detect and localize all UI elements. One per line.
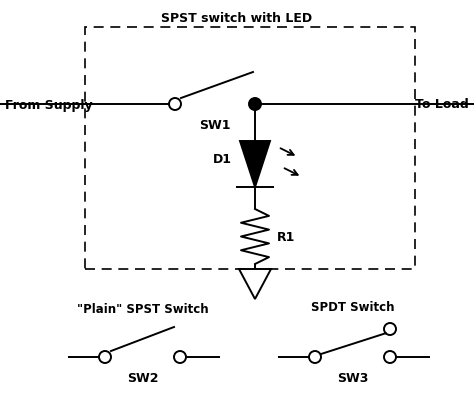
Circle shape	[250, 100, 260, 110]
Text: R1: R1	[277, 231, 295, 243]
Circle shape	[384, 351, 396, 363]
Text: SW1: SW1	[199, 119, 231, 132]
Circle shape	[249, 99, 261, 111]
Bar	[85, 28, 415, 269]
Text: D1: D1	[213, 153, 232, 166]
Text: SW3: SW3	[337, 371, 368, 384]
Circle shape	[169, 99, 181, 111]
Polygon shape	[240, 142, 270, 188]
Text: To Load: To Load	[415, 98, 469, 111]
Circle shape	[174, 351, 186, 363]
Text: From Supply: From Supply	[5, 98, 92, 111]
Circle shape	[309, 351, 321, 363]
Text: SPST switch with LED: SPST switch with LED	[162, 12, 312, 25]
Circle shape	[384, 323, 396, 335]
Text: SPDT Switch: SPDT Switch	[311, 301, 394, 314]
Text: SW2: SW2	[127, 371, 158, 384]
Circle shape	[99, 351, 111, 363]
Polygon shape	[239, 269, 271, 299]
Text: "Plain" SPST Switch: "Plain" SPST Switch	[77, 303, 208, 316]
